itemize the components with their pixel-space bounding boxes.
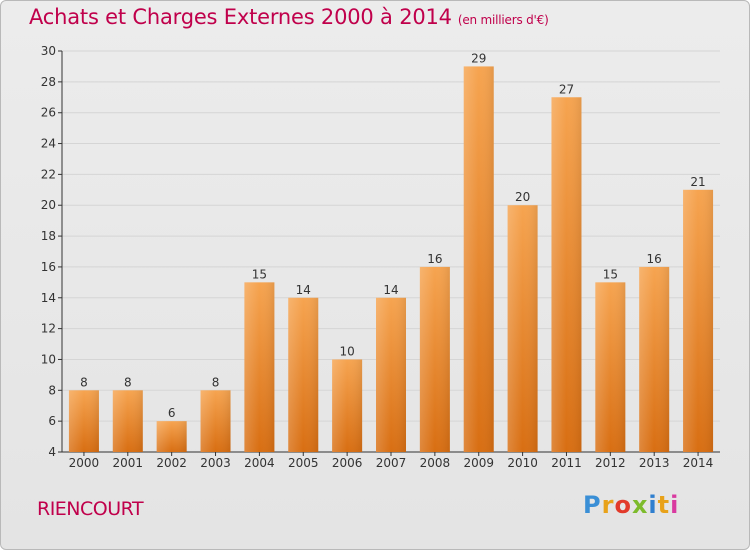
proxiti-logo: Proxiti <box>583 491 679 519</box>
data-label: 21 <box>690 175 705 189</box>
commune-name: RIENCOURT <box>37 498 144 520</box>
data-label: 14 <box>383 283 398 297</box>
bar-shade <box>332 359 363 452</box>
y-tick-label: 24 <box>41 137 56 151</box>
bar-shade <box>595 282 626 452</box>
x-tick-label: 2004 <box>244 456 275 470</box>
x-tick-label: 2000 <box>69 456 100 470</box>
x-tick-label: 2003 <box>200 456 231 470</box>
y-tick-label: 26 <box>41 106 56 120</box>
bar-shade <box>288 297 319 452</box>
y-tick-label: 30 <box>41 44 56 58</box>
x-tick-label: 2005 <box>288 456 319 470</box>
bar-shade <box>639 266 670 452</box>
bar-shade <box>683 189 714 453</box>
bar-shade <box>376 297 406 452</box>
data-label: 15 <box>252 267 267 281</box>
y-tick-label: 16 <box>41 260 56 274</box>
logo-letter: r <box>601 491 615 519</box>
data-label: 16 <box>427 252 442 266</box>
bar-shade <box>419 266 450 452</box>
bar-shade <box>200 390 231 452</box>
logo-letter: i <box>670 491 680 519</box>
y-tick-label: 20 <box>41 198 56 212</box>
y-tick-label: 6 <box>48 414 56 428</box>
x-tick-label: 2014 <box>683 456 714 470</box>
data-label: 6 <box>168 406 176 420</box>
x-tick-label: 2006 <box>332 456 363 470</box>
y-tick-label: 18 <box>41 229 56 243</box>
bar-shade <box>156 421 187 452</box>
data-label: 16 <box>647 252 662 266</box>
logo-letter: o <box>614 491 632 519</box>
y-tick-label: 22 <box>41 167 56 181</box>
logo-letter: x <box>631 491 649 519</box>
bar-shade <box>112 390 143 452</box>
data-label: 8 <box>124 375 132 389</box>
data-label: 15 <box>603 267 618 281</box>
y-tick-label: 12 <box>41 322 56 336</box>
bar-shade <box>551 97 582 453</box>
x-tick-label: 2007 <box>376 456 407 470</box>
y-tick-label: 14 <box>41 291 56 305</box>
x-tick-label: 2001 <box>113 456 144 470</box>
y-tick-label: 10 <box>41 352 56 366</box>
y-tick-label: 28 <box>41 75 56 89</box>
chart-subtitle: (en milliers d'€) <box>457 13 549 27</box>
data-label: 20 <box>515 190 530 204</box>
data-label: 27 <box>559 82 574 96</box>
logo-letter: P <box>583 491 602 519</box>
data-label: 8 <box>80 375 88 389</box>
data-label: 29 <box>471 51 486 65</box>
x-tick-label: 2013 <box>639 456 670 470</box>
x-tick-label: 2008 <box>420 456 451 470</box>
bar-shade <box>507 205 538 452</box>
x-tick-label: 2010 <box>507 456 538 470</box>
data-label: 8 <box>212 375 220 389</box>
bar-shade <box>68 390 99 452</box>
y-tick-label: 8 <box>48 383 56 397</box>
bar-shade <box>463 66 494 452</box>
data-label: 14 <box>296 283 311 297</box>
x-tick-label: 2012 <box>595 456 626 470</box>
y-tick-label: 4 <box>48 445 56 459</box>
logo-letter: i <box>648 491 658 519</box>
data-label: 10 <box>339 344 354 358</box>
logo-letter: t <box>657 491 671 519</box>
x-tick-label: 2011 <box>551 456 582 470</box>
bar-shade <box>244 282 275 452</box>
x-tick-label: 2009 <box>463 456 494 470</box>
title-text: Achats et Charges Externes 2000 à 2014 <box>29 5 452 29</box>
chart-title: Achats et Charges Externes 2000 à 2014 (e… <box>29 5 549 29</box>
x-tick-label: 2002 <box>156 456 187 470</box>
